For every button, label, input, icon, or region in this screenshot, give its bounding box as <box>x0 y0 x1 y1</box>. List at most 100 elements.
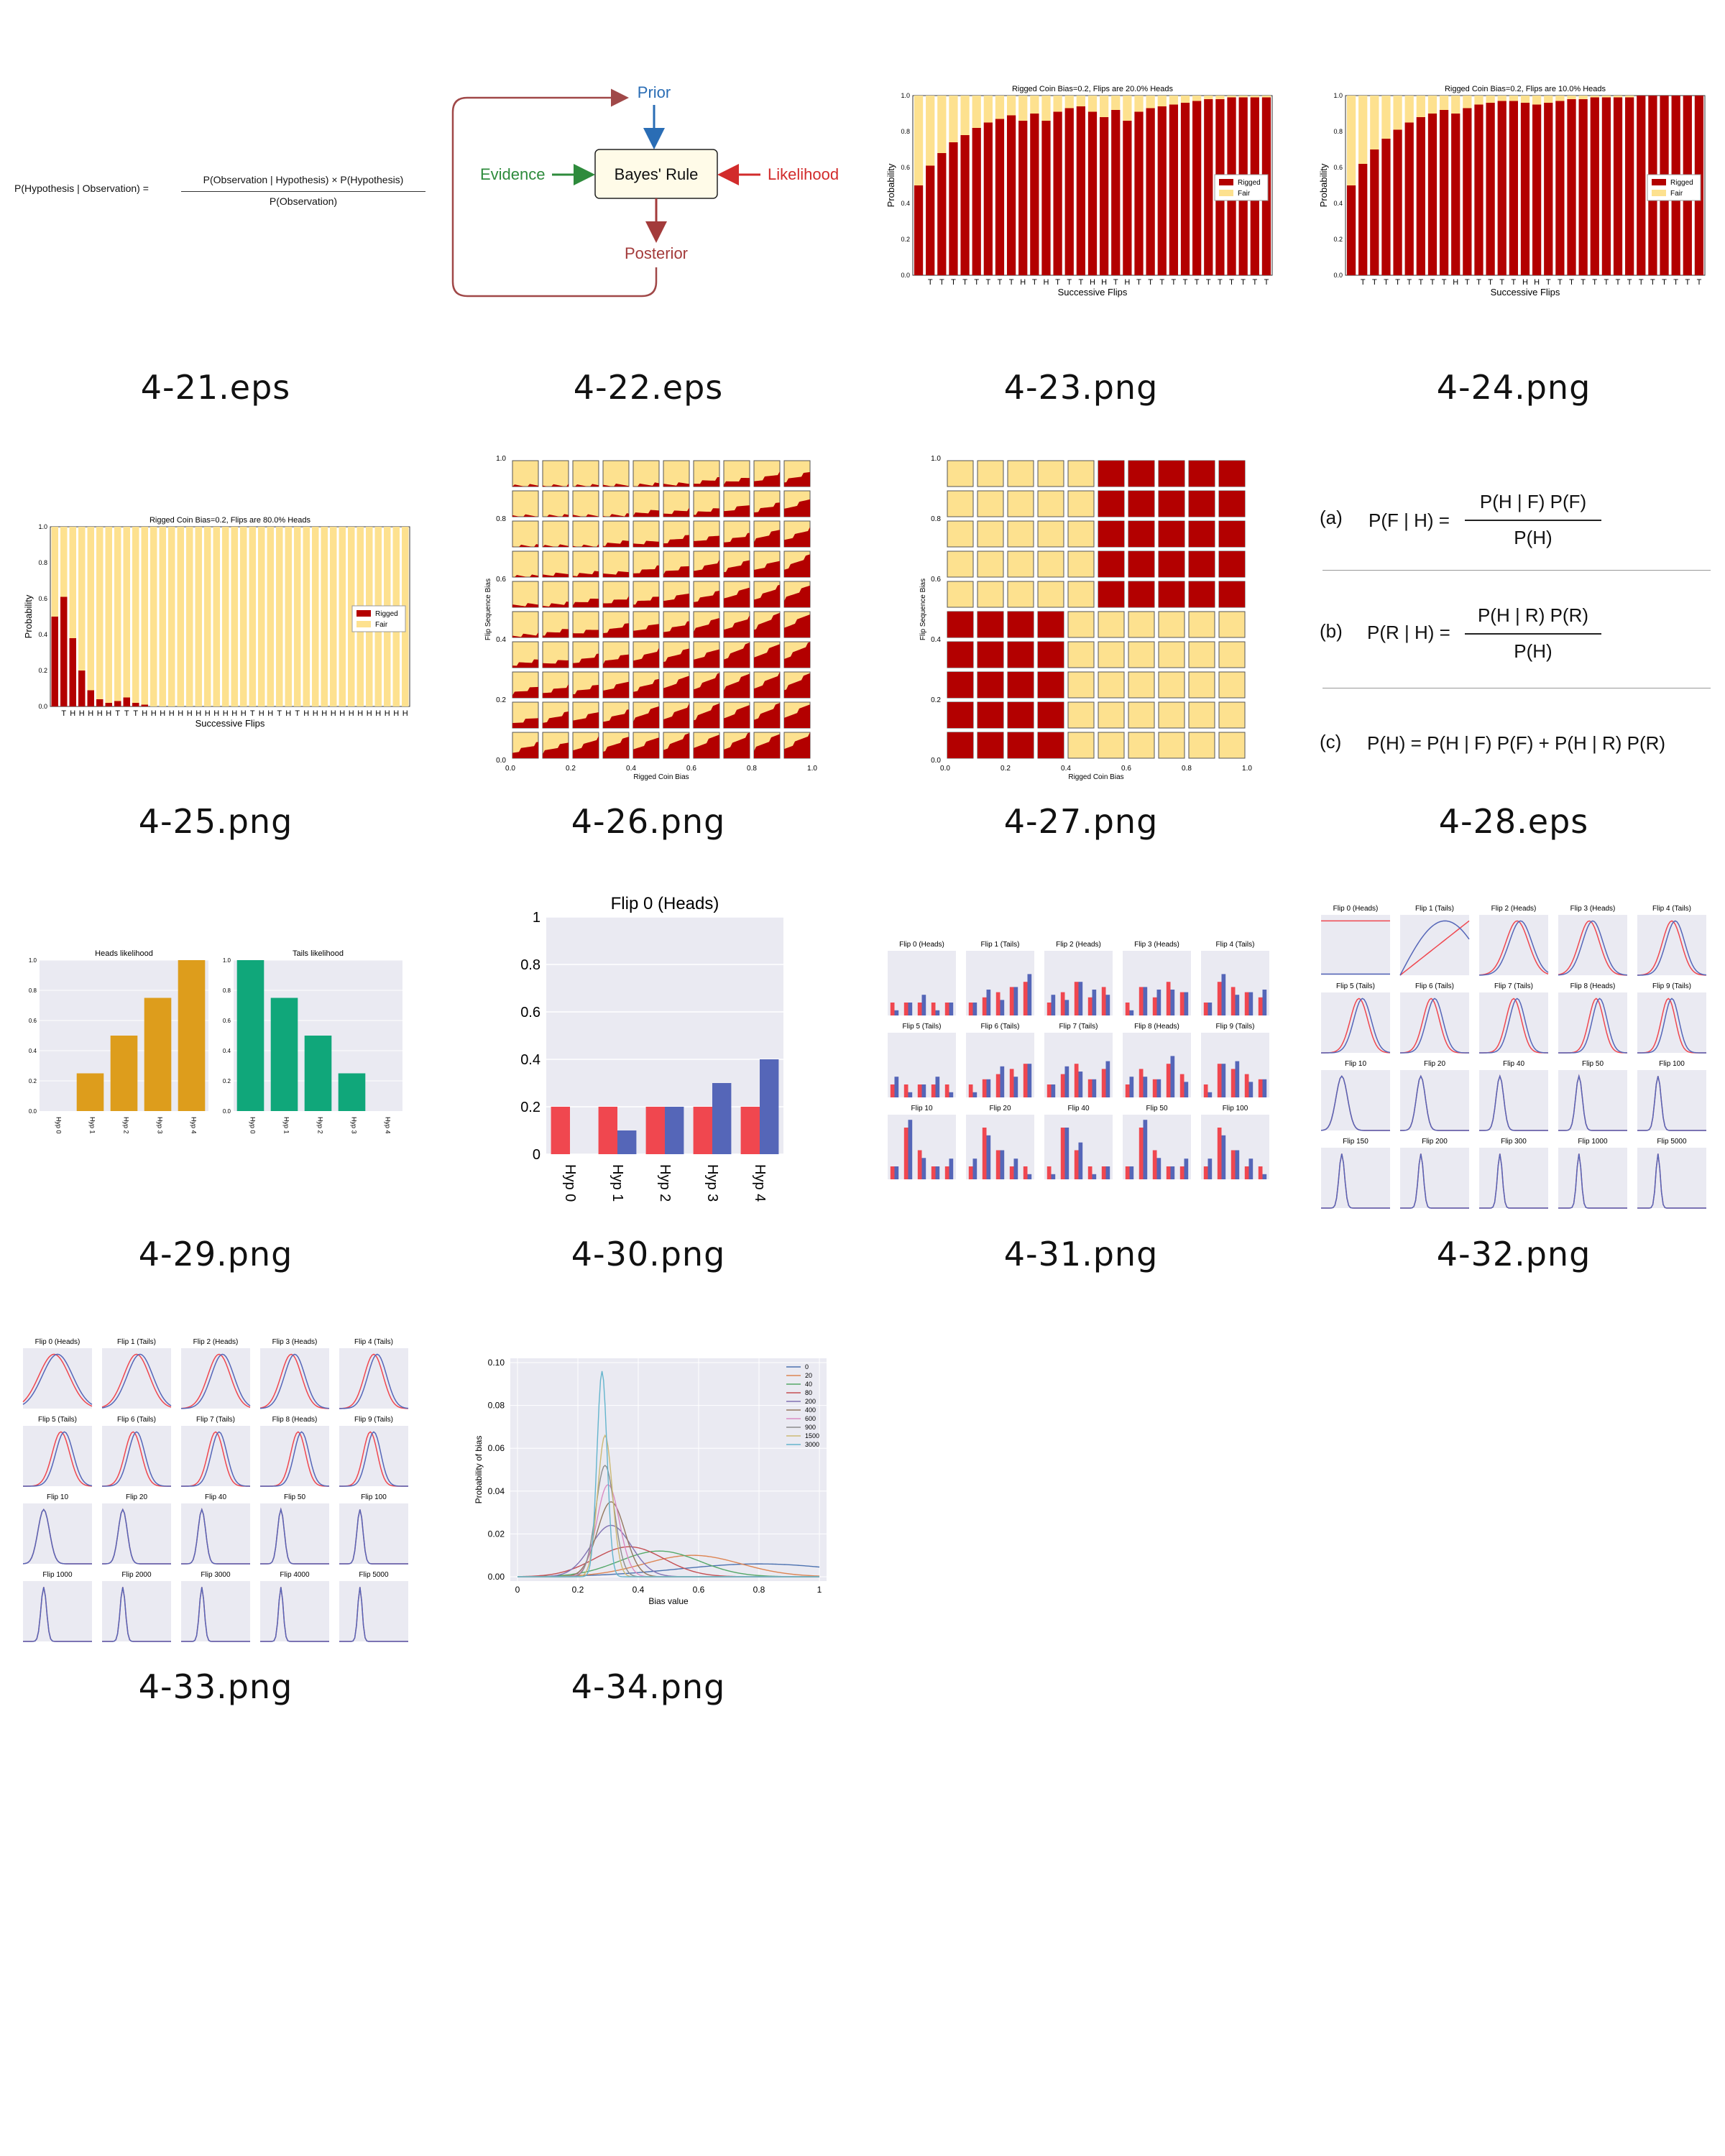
grid-cell <box>572 641 599 668</box>
cell-background <box>1007 581 1034 608</box>
y-tick-label: 0.8 <box>901 128 910 135</box>
cell-rigged-area <box>978 732 1003 758</box>
x-tick-label: 0.4 <box>1061 765 1071 773</box>
y-tick-label: 0.6 <box>931 576 941 584</box>
cell-background <box>1158 671 1185 699</box>
density-curve <box>1637 920 1707 976</box>
caption-4-32: 4-32.png <box>1436 1235 1591 1273</box>
legend-label: 200 <box>805 1398 816 1405</box>
bar-fair <box>132 527 139 703</box>
grid-cell <box>1128 520 1155 548</box>
y-tick-label: 0.0 <box>29 1108 37 1115</box>
density-curve <box>181 1507 250 1565</box>
density-curve <box>101 1353 172 1408</box>
bar-posterior <box>1105 1061 1110 1097</box>
x-tick-label: H <box>385 709 390 718</box>
cell-rigged-area <box>543 602 569 607</box>
bar-posterior <box>921 1084 926 1097</box>
x-tick-label: T <box>1639 278 1644 287</box>
bar-posterior <box>949 1158 954 1179</box>
x-tick-label: T <box>1113 278 1118 287</box>
cell-rigged-area <box>603 681 629 698</box>
cell-rigged-area <box>633 510 659 517</box>
subplot-title: Flip 0 (Heads) <box>1333 905 1379 913</box>
grid-cell <box>693 701 720 729</box>
bar-fair <box>1204 96 1213 99</box>
x-tick-label: T <box>115 709 120 718</box>
subplot-title: Flip 100 <box>1659 1060 1685 1068</box>
cell-rigged-area <box>603 571 629 577</box>
grid-cell <box>1158 550 1185 578</box>
grid-cell <box>1128 732 1155 759</box>
bar-fair <box>105 527 112 703</box>
subplot: Flip 8 (Heads) <box>1558 982 1628 1054</box>
y-tick-label: 0.8 <box>496 515 506 523</box>
x-tick-label: H <box>402 709 408 718</box>
grid-cell <box>602 671 630 699</box>
bar-fair <box>285 527 292 706</box>
bar-posterior <box>1105 995 1110 1015</box>
bar-prior <box>1087 997 1092 1015</box>
y-tick-label: 1.0 <box>223 957 231 964</box>
cell-rigged-area <box>784 642 810 668</box>
bar-fair <box>321 527 328 706</box>
subplot-area <box>102 1503 171 1564</box>
density-curve <box>1637 998 1707 1054</box>
cell-rigged-area <box>633 624 659 637</box>
cell-background <box>572 520 599 548</box>
cell-rigged-area <box>694 673 719 698</box>
grid-cell <box>1007 732 1034 759</box>
grid-cell <box>783 732 811 759</box>
x-tick-label: T <box>133 709 138 718</box>
caption-4-28: 4-28.eps <box>1438 802 1589 841</box>
grid-cell <box>1218 701 1246 729</box>
bar-rigged <box>1146 108 1155 275</box>
grid-cell <box>723 641 750 668</box>
bar-fair <box>87 527 94 691</box>
grid-cell <box>1067 611 1095 638</box>
density-curve <box>180 1353 251 1409</box>
bar-posterior <box>1064 1066 1070 1097</box>
subplot: Flip 0 (Heads) <box>1321 905 1390 975</box>
x-tick-label: Hyp 3 <box>351 1117 358 1134</box>
x-tick-label: T <box>1697 278 1702 287</box>
cell-rigged-area <box>694 590 719 607</box>
grid-cell <box>663 641 690 668</box>
bar-posterior <box>949 1003 954 1015</box>
bar-prior <box>890 1003 895 1015</box>
grid-cell <box>1218 550 1246 578</box>
x-tick-label: H <box>79 709 85 718</box>
density-curve <box>1558 920 1628 976</box>
bar-rigged <box>1041 121 1051 275</box>
grid-cell <box>693 641 720 668</box>
bar-rigged <box>1567 99 1576 275</box>
bar-prior <box>1060 1074 1065 1097</box>
cell-background <box>1067 490 1095 517</box>
y-tick-label: 0.8 <box>29 987 37 994</box>
cell-rigged-area <box>1128 551 1154 577</box>
density-curve <box>260 1587 329 1642</box>
series-line-3000 <box>518 1370 819 1577</box>
figure-4-23: Rigged Coin Bias=0.2, Flips are 20.0% He… <box>886 85 1273 298</box>
x-tick-label: 0.8 <box>753 1585 765 1595</box>
density-curve <box>101 1508 171 1565</box>
grid-cell <box>1007 550 1034 578</box>
bar-fair <box>1370 96 1379 149</box>
bar-prior <box>931 1003 936 1015</box>
bar-posterior <box>1013 1158 1018 1179</box>
subplot-title: Flip 40 <box>1503 1060 1524 1068</box>
bar-prior <box>982 1128 987 1179</box>
bar-fair <box>1227 96 1236 98</box>
subplot: Flip 6 (Tails) <box>1399 982 1470 1054</box>
grid-cell <box>632 671 660 699</box>
cell-background <box>512 611 539 638</box>
bar-fair <box>60 527 68 597</box>
bar <box>144 998 172 1111</box>
bar-prior <box>890 1084 895 1097</box>
bar-fair <box>960 96 970 135</box>
series-line-40 <box>517 1550 820 1577</box>
subplot-title: Flip 0 (Heads) <box>899 941 944 949</box>
grid-cell <box>693 581 720 608</box>
cell-rigged-area <box>947 642 973 668</box>
subplot-title: Flip 40 <box>205 1493 226 1501</box>
